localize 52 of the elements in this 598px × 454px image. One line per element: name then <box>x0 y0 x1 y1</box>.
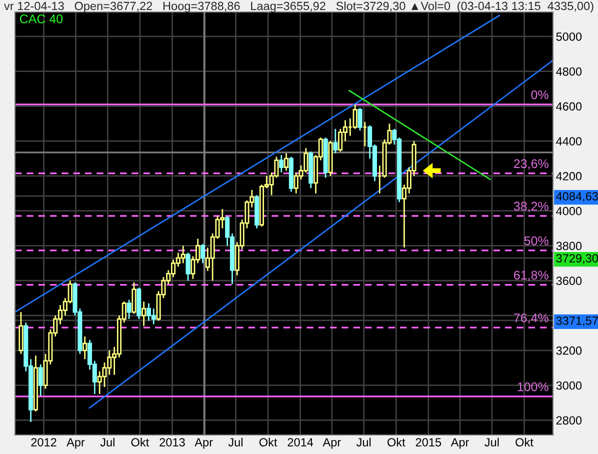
x-tick-label: Okt <box>259 438 278 446</box>
y-tick-label: 4200 <box>556 172 582 180</box>
x-tick-label: Okt <box>388 438 406 446</box>
candlestick <box>82 336 88 360</box>
y-tick-label: 5000 <box>556 32 582 41</box>
x-tick-label: Jul <box>228 438 242 446</box>
annotation: 50% <box>524 236 548 246</box>
candlestick <box>38 364 43 396</box>
y-tick-label: 3600 <box>556 276 582 286</box>
y-tick-label: 3000 <box>556 381 582 390</box>
y-tick-label: 3371,57 <box>556 316 598 326</box>
annotation: 0% <box>531 90 548 100</box>
annotation: vr 12-04-13 Open=3677,22 Hoog=3788,86 Laag=3655,92 Slot=3729,30 ▲Vol=0 <box>4 2 450 12</box>
annotation: 100% <box>518 382 548 392</box>
y-tick-label: 4600 <box>556 102 582 111</box>
x-tick-label: 2013 <box>160 438 185 446</box>
candlestick <box>126 299 132 320</box>
x-tick-label: 2012 <box>31 438 56 446</box>
y-tick-label: 4800 <box>556 67 582 76</box>
y-tick-label: 4084,63 <box>556 192 598 202</box>
y-tick-label: 4000 <box>556 206 582 216</box>
x-tick-label: Okt <box>516 438 534 446</box>
x-tick-label: Jul <box>484 438 499 446</box>
y-tick-label: 3200 <box>556 346 582 355</box>
candlestick <box>132 282 136 314</box>
y-tick-label: 2800 <box>556 416 582 425</box>
candlestick <box>333 128 338 154</box>
annotation: 61,8% <box>514 270 548 282</box>
y-tick-label: 4400 <box>556 137 582 146</box>
annotation: 23,6% <box>514 159 548 170</box>
candlestick <box>142 300 146 327</box>
x-tick-label: Apr <box>322 438 341 449</box>
y-tick-label: 3729,30 <box>556 254 598 264</box>
candlestick <box>200 243 206 264</box>
annotation: (03-04-13 13:15 4335,00) <box>458 2 594 12</box>
x-tick-label: Apr <box>194 438 213 449</box>
x-tick-label: Apr <box>66 438 85 449</box>
y-tick-label: 3800 <box>556 242 582 250</box>
x-tick-label: Jul <box>356 438 371 446</box>
x-tick-label: 2014 <box>288 438 314 446</box>
annotation: 76,4% <box>514 313 548 324</box>
chart-title: CAC 40 <box>20 14 63 24</box>
candlestick <box>352 104 358 130</box>
candlestick <box>284 152 289 172</box>
x-tick-label: 2015 <box>416 438 442 446</box>
candlestick <box>358 107 362 132</box>
candlestick <box>279 154 284 174</box>
x-tick-label: Jul <box>100 438 114 446</box>
x-tick-label: Okt <box>131 438 150 446</box>
candlestick <box>186 252 190 282</box>
x-tick-label: Apr <box>450 438 469 449</box>
annotation: 38,2% <box>514 202 548 212</box>
